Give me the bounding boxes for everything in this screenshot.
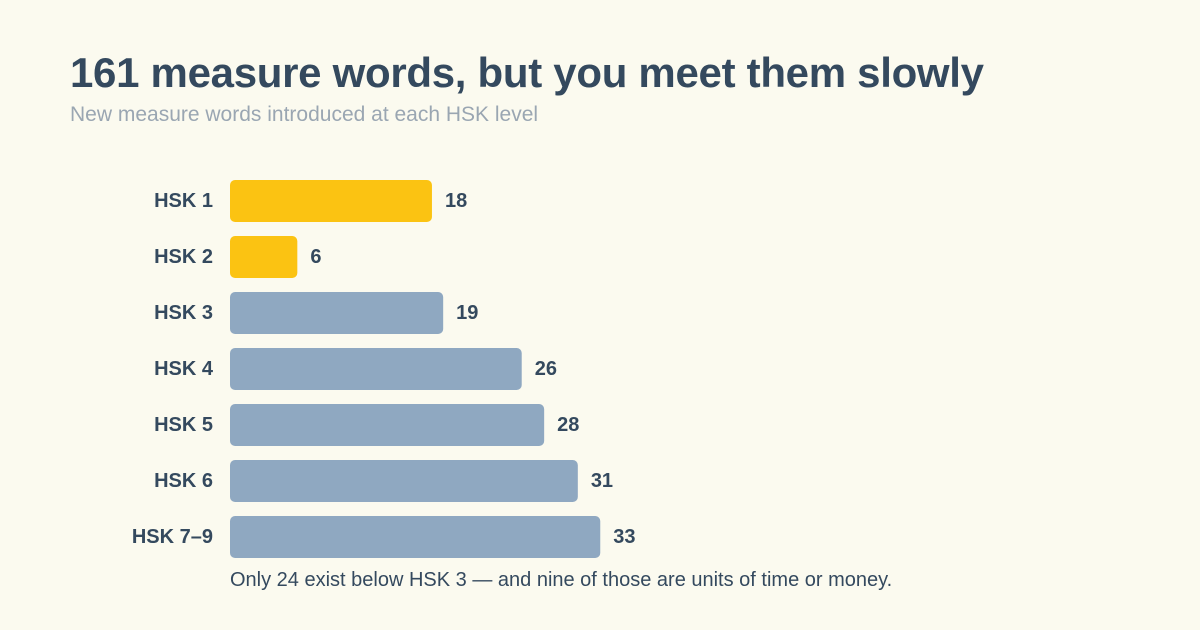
chart-subtitle: New measure words introduced at each HSK… bbox=[70, 103, 539, 126]
chart-footnote: Only 24 exist below HSK 3 — and nine of … bbox=[230, 569, 893, 591]
value-label: 26 bbox=[535, 358, 557, 380]
value-label: 18 bbox=[445, 190, 467, 212]
value-label: 31 bbox=[591, 470, 613, 492]
category-label: HSK 1 bbox=[154, 190, 213, 212]
value-label: 33 bbox=[613, 526, 635, 548]
category-label: HSK 3 bbox=[154, 302, 213, 324]
bar bbox=[230, 180, 432, 222]
bar bbox=[230, 404, 545, 446]
category-label: HSK 7–9 bbox=[132, 526, 213, 548]
value-label: 6 bbox=[310, 246, 321, 268]
bar bbox=[230, 236, 298, 278]
bar bbox=[230, 516, 601, 558]
bar bbox=[230, 348, 522, 390]
category-label: HSK 4 bbox=[154, 358, 214, 380]
category-label: HSK 5 bbox=[154, 414, 213, 436]
bar bbox=[230, 292, 444, 334]
category-label: HSK 2 bbox=[154, 246, 213, 268]
category-label: HSK 6 bbox=[154, 470, 213, 492]
chart-title: 161 measure words, but you meet them slo… bbox=[70, 49, 984, 96]
value-label: 19 bbox=[456, 302, 478, 324]
bar bbox=[230, 460, 578, 502]
value-label: 28 bbox=[557, 414, 579, 436]
